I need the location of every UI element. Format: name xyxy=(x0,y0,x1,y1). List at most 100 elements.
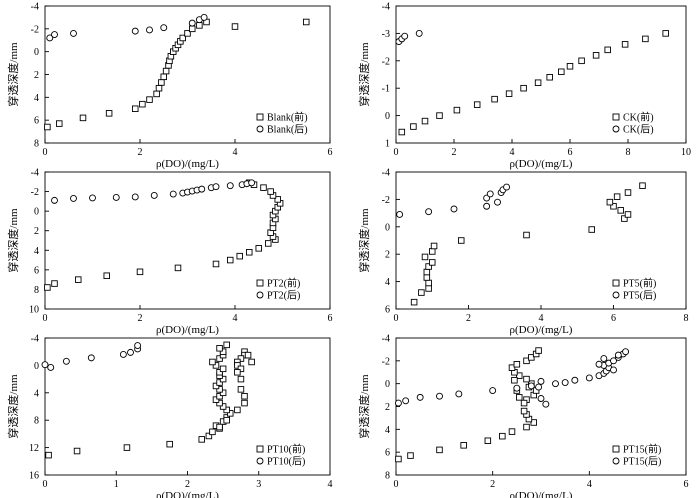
x-tick-label: 4 xyxy=(233,313,238,324)
data-point-circle xyxy=(396,211,404,218)
data-point-square xyxy=(244,351,252,359)
x-tick-label: 0 xyxy=(394,147,399,158)
y-tick-label: 0 xyxy=(34,47,39,58)
x-axis-label: ρ(DO)/(mg/L) xyxy=(510,490,573,498)
data-point-square xyxy=(473,101,481,108)
data-point-square xyxy=(516,394,523,401)
y-tick-label: 8 xyxy=(385,471,390,482)
x-tick-label: 2 xyxy=(185,479,190,490)
data-point-circle xyxy=(436,392,443,400)
data-point-circle xyxy=(585,374,593,382)
data-point-square xyxy=(505,90,513,97)
data-point-circle xyxy=(416,393,424,401)
y-tick-label: -2 xyxy=(382,356,390,367)
data-point-square xyxy=(216,345,223,352)
data-point-square xyxy=(530,419,538,426)
data-point-square xyxy=(158,79,165,86)
x-axis-label: ρ(DO)/(mg/L) xyxy=(156,490,219,498)
x-tick-label: 6 xyxy=(568,147,573,158)
data-point-square xyxy=(216,355,223,362)
y-tick-label: 0 xyxy=(34,361,39,372)
data-point-square xyxy=(578,57,585,65)
data-point-circle xyxy=(70,29,77,37)
data-point-square xyxy=(528,354,535,361)
x-tick-label: 4 xyxy=(233,147,238,158)
chart-panel-4: 0 2 4 6 8 -4 -2 0 2 4 6 ρ(DO)/(mg/L) 穿透深度/mm PT5(前)PT… xyxy=(357,168,689,337)
data-point-square xyxy=(617,207,625,214)
data-point-circle xyxy=(486,190,494,198)
y-axis-label: 穿透深度/mm xyxy=(6,374,20,439)
legend-marker-circle xyxy=(612,125,620,133)
x-tick-label: 2 xyxy=(452,147,457,158)
data-point-square xyxy=(234,369,241,376)
data-point-square xyxy=(410,298,418,306)
chart-panel-1: 0 2 4 6 -4 -2 0 2 4 6 8 ρ(DO)/(mg/L) 穿透深度/mm Blank(前)… xyxy=(6,2,333,171)
legend-label: PT10(前) xyxy=(267,443,305,456)
data-point-circle xyxy=(401,32,409,40)
data-point-square xyxy=(255,245,262,252)
data-point-square xyxy=(260,184,267,191)
data-point-circle xyxy=(595,360,603,368)
data-point-square xyxy=(209,358,216,366)
legend-label: PT2(后) xyxy=(267,290,300,302)
x-axis-label: ρ(DO)/(mg/L) xyxy=(156,158,219,170)
data-point-circle xyxy=(600,355,608,362)
data-point-square xyxy=(429,248,436,255)
plot-frame xyxy=(395,5,687,144)
data-point-square xyxy=(535,347,542,354)
data-point-square xyxy=(212,382,220,390)
data-point-square xyxy=(79,114,87,122)
y-tick-label: 4 xyxy=(34,388,39,399)
data-point-square xyxy=(621,41,629,48)
y-tick-label: 10 xyxy=(29,305,39,316)
data-point-square xyxy=(131,105,139,112)
y-tick-label: 12 xyxy=(29,443,39,454)
data-point-square xyxy=(216,369,223,376)
data-point-circle xyxy=(131,27,139,35)
data-point-square xyxy=(513,361,521,368)
data-point-square xyxy=(429,259,436,266)
y-tick-label: 2 xyxy=(385,250,390,261)
data-point-circle xyxy=(89,194,96,202)
data-point-circle xyxy=(527,382,535,390)
legend-marker-square xyxy=(612,279,620,287)
y-tick-label: -4 xyxy=(31,334,39,345)
data-point-square xyxy=(566,63,574,70)
data-point-circle xyxy=(537,395,545,402)
x-tick-label: 6 xyxy=(328,147,333,158)
y-tick-label: 1 xyxy=(385,139,390,150)
legend-label: CK(前) xyxy=(623,111,654,124)
data-point-circle xyxy=(160,24,168,32)
y-tick-label: 2 xyxy=(34,70,39,81)
data-point-square xyxy=(520,84,527,92)
data-point-circle xyxy=(169,190,177,198)
x-tick-label: 8 xyxy=(626,147,631,158)
data-point-circle xyxy=(571,376,579,384)
x-tick-label: 0 xyxy=(43,479,48,490)
chart-panel-3: 0 2 4 6 -4 -2 0 2 4 6 8 10 ρ(DO)/(mg/L) 穿透深度/mm PT2(前)… xyxy=(6,168,333,337)
data-point-square xyxy=(56,120,63,127)
legend-label: PT15(前) xyxy=(623,443,661,456)
data-point-square xyxy=(226,256,234,264)
chart-panel-2: 0 2 4 6 8 10-4-3-2-101ρ(DO)/(mg/L)穿透深度/mmCK(前… xyxy=(357,2,691,171)
data-point-square xyxy=(508,364,516,371)
data-point-square xyxy=(523,357,530,365)
data-point-square xyxy=(624,211,632,218)
data-point-circle xyxy=(200,13,208,21)
legend-marker-square xyxy=(612,113,620,121)
chart-panel-6: 0 2 4 6 -4 -2 0 2 4 6 8 ρ(DO)/(mg/L) 穿透深度/mm PT15(前)P… xyxy=(357,334,689,498)
legend-label: PT5(前) xyxy=(623,277,656,290)
data-point-square xyxy=(223,406,230,414)
x-tick-label: 0 xyxy=(43,147,48,158)
data-point-circle xyxy=(610,366,617,374)
data-point-circle xyxy=(450,205,458,213)
data-point-square xyxy=(219,403,227,410)
data-point-square xyxy=(234,362,241,369)
y-tick-label: 4 xyxy=(34,93,39,104)
data-point-square xyxy=(407,452,414,459)
data-point-square xyxy=(198,436,205,443)
data-point-square xyxy=(642,35,649,43)
y-tick-label: 8 xyxy=(34,416,39,427)
y-tick-label: -2 xyxy=(382,195,390,206)
data-point-square xyxy=(592,52,600,59)
